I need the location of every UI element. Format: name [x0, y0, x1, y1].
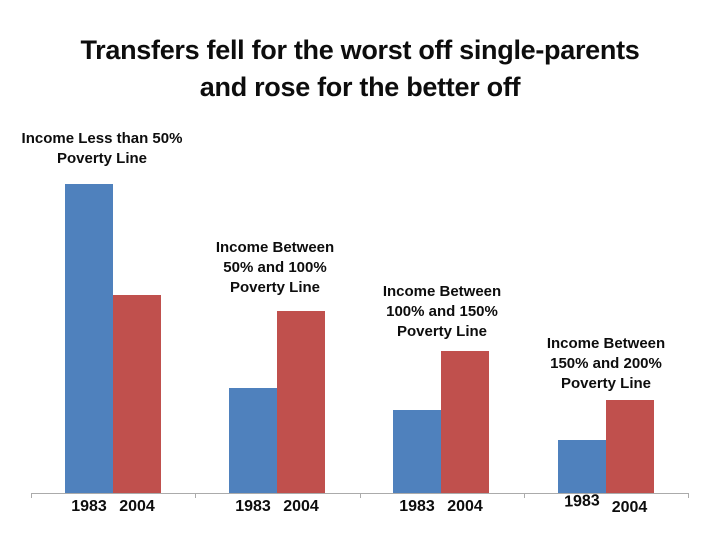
x-tick-label-2004-group-4: 2004 — [611, 499, 648, 516]
x-tick-label-1983-group-2: 1983 — [235, 498, 271, 515]
x-tick-label-2004-group-3: 2004 — [447, 498, 483, 515]
chart-title-line1: Transfers fell for the worst off single-… — [80, 35, 640, 65]
bar-2004-group-4 — [605, 400, 654, 493]
bar-1983-group-4 — [557, 440, 606, 493]
chart-title-line2: and rose for the better off — [199, 72, 521, 102]
x-axis-line — [31, 493, 688, 494]
category-label-group-2: Income Between 50% and 100% Poverty Line — [215, 239, 335, 296]
x-axis-tick — [31, 493, 32, 498]
x-tick-label-1983-group-3: 1983 — [399, 498, 435, 515]
bar-1983-group-3 — [393, 410, 441, 493]
bar-1983-group-2 — [229, 388, 277, 493]
x-tick-label-2004-group-1: 2004 — [119, 498, 155, 515]
x-tick-label-2004-group-2: 2004 — [283, 498, 319, 515]
bar-1983-group-1 — [65, 184, 113, 493]
bar-2004-group-1 — [113, 295, 161, 493]
x-axis-tick — [360, 493, 361, 498]
category-label-group-3: Income Between 100% and 150% Poverty Lin… — [382, 283, 502, 340]
bar-2004-group-3 — [441, 351, 489, 493]
chart-title: Transfers fell for the worst off single-… — [0, 32, 720, 106]
x-axis-tick — [688, 493, 689, 498]
bar-2004-group-2 — [277, 311, 325, 493]
x-tick-label-1983-group-1: 1983 — [71, 498, 107, 515]
x-axis-tick — [524, 493, 525, 498]
category-label-group-1: Income Less than 50% Poverty Line — [21, 130, 183, 167]
x-axis-tick — [195, 493, 196, 498]
category-label-group-4: Income Between 150% and 200% Poverty Lin… — [546, 335, 666, 392]
